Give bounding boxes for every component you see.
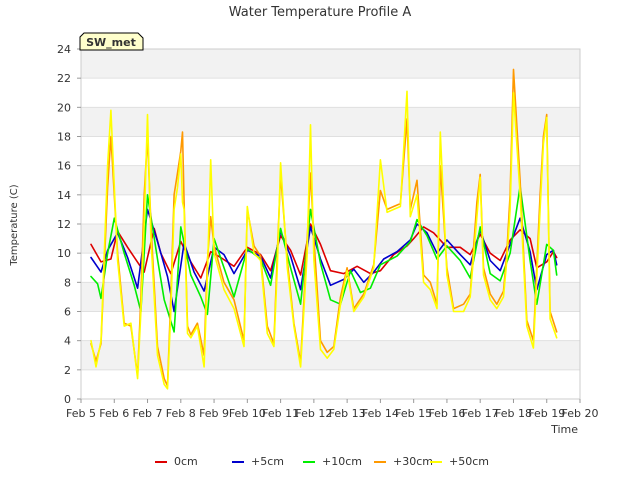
x-tick-label: Feb 12 [295,407,332,420]
legend-label: +50cm [449,455,489,468]
x-tick-label: Feb 9 [199,407,229,420]
grid-band [81,107,580,137]
x-tick-label: Feb 19 [528,407,565,420]
grid-band [81,340,580,370]
x-tick-label: Feb 6 [99,407,129,420]
y-axis-label: Temperature (C) [9,184,20,266]
y-tick-label: 12 [57,218,71,231]
grid-band [81,165,580,195]
chart-title: Water Temperature Profile A [229,5,412,20]
legend-item: +10cm [303,455,362,468]
x-tick-label: Feb 7 [133,407,163,420]
y-tick-label: 4 [64,335,71,348]
y-tick-label: 16 [57,160,71,173]
legend-item: +30cm [374,455,433,468]
x-axis-label: Time [550,423,578,436]
grid-band [81,49,580,79]
y-tick-label: 22 [57,72,71,85]
x-tick-label: Feb 15 [395,407,432,420]
legend-item: +50cm [430,455,489,468]
legend-label: 0cm [174,455,198,468]
x-tick-label: Feb 13 [329,407,366,420]
legend-label: +5cm [251,455,284,468]
y-tick-label: 0 [64,393,71,406]
y-tick-label: 18 [57,131,71,144]
y-tick-label: 10 [57,247,71,260]
y-tick-label: 6 [64,306,71,319]
series-line-+5cm [90,208,558,313]
legend-label: +10cm [322,455,362,468]
series-line-+50cm [90,90,558,390]
station-label: SW_met [86,36,136,49]
x-tick-label: Feb 10 [229,407,266,420]
legend: 0cm +5cm +10cm +30cm +50cm [155,455,489,468]
x-tick-label: Feb 17 [462,407,499,420]
y-tick-label: 14 [57,189,71,202]
y-tick-label: 20 [57,101,71,114]
legend-label: +30cm [393,455,433,468]
y-tick-label: 24 [57,43,71,56]
x-tick-label: Feb 16 [428,407,465,420]
legend-item: +5cm [232,455,284,468]
x-tick-label: Feb 14 [362,407,399,420]
x-tick-label: Feb 8 [166,407,196,420]
station-label-box: SW_met [79,32,144,51]
x-tick-label: Feb 20 [562,407,599,420]
series-layer [90,68,558,390]
x-tick-label: Feb 5 [66,407,96,420]
x-tick-label: Feb 11 [262,407,299,420]
legend-item: 0cm [155,455,198,468]
plot-background-bands [81,49,580,370]
y-tick-label: 2 [64,364,71,377]
grid-band [81,224,580,254]
x-tick-label: Feb 18 [495,407,532,420]
y-tick-label: 8 [64,276,71,289]
